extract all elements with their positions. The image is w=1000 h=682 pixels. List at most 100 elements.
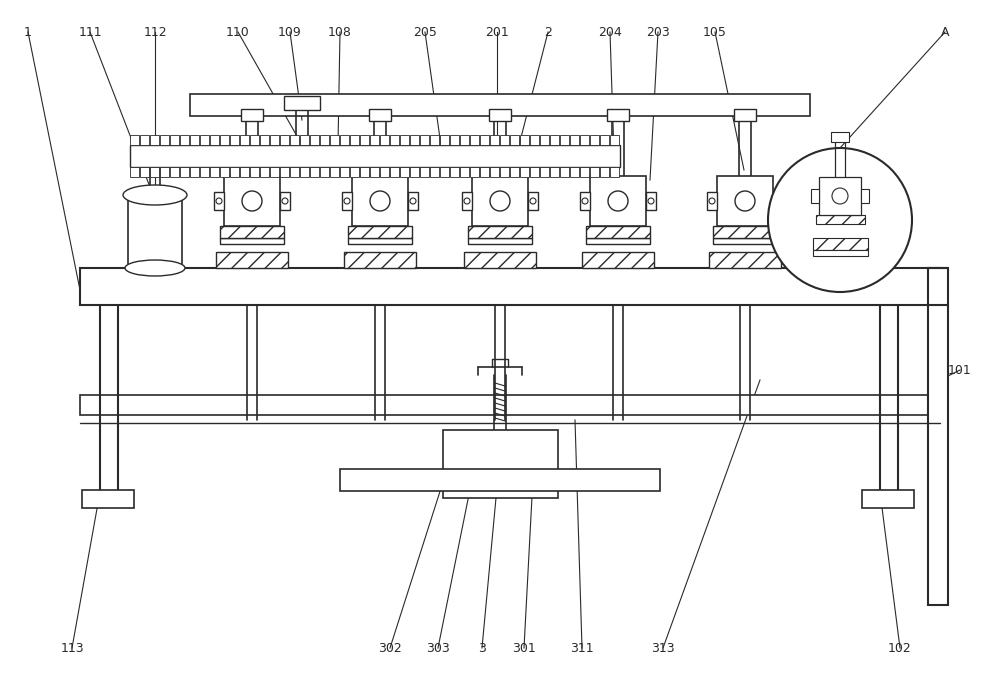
Bar — [400, 135, 409, 145]
Bar — [570, 135, 579, 145]
Bar — [180, 135, 189, 145]
Text: 205: 205 — [413, 25, 437, 38]
Circle shape — [530, 198, 536, 204]
Circle shape — [832, 188, 848, 204]
Bar — [586, 226, 650, 238]
Bar — [350, 135, 359, 145]
Bar — [290, 167, 299, 177]
Bar — [350, 167, 359, 177]
Text: 303: 303 — [426, 642, 450, 655]
Text: 110: 110 — [226, 25, 250, 38]
Bar — [190, 94, 810, 116]
Bar — [813, 250, 868, 256]
Bar — [342, 192, 352, 210]
Bar — [340, 469, 660, 491]
Bar — [214, 192, 224, 210]
Bar — [480, 167, 489, 177]
Bar — [430, 135, 439, 145]
Circle shape — [344, 198, 350, 204]
Text: 112: 112 — [143, 25, 167, 38]
Text: 201: 201 — [485, 25, 509, 38]
Bar — [190, 135, 199, 145]
Bar — [390, 135, 399, 145]
Bar — [489, 109, 511, 121]
Bar — [472, 176, 528, 226]
Bar — [369, 109, 391, 121]
Circle shape — [242, 191, 262, 211]
Bar — [811, 189, 819, 203]
Bar — [130, 135, 139, 145]
Bar — [530, 135, 539, 145]
Bar — [284, 96, 320, 110]
Bar — [460, 167, 469, 177]
Text: 313: 313 — [651, 642, 675, 655]
Bar — [831, 132, 849, 142]
Ellipse shape — [123, 185, 187, 205]
Bar — [220, 238, 284, 244]
Bar — [270, 135, 279, 145]
Bar — [280, 167, 289, 177]
Bar — [462, 192, 472, 210]
Bar — [300, 135, 309, 145]
Bar — [390, 167, 399, 177]
Bar — [713, 238, 777, 244]
Bar — [280, 135, 289, 145]
Bar — [140, 167, 149, 177]
Bar — [220, 226, 284, 238]
Bar — [224, 176, 280, 226]
Bar — [707, 192, 717, 210]
Bar — [360, 135, 369, 145]
Bar — [520, 167, 529, 177]
Bar — [468, 238, 532, 244]
Bar — [130, 167, 139, 177]
Bar — [200, 135, 209, 145]
Bar — [180, 167, 189, 177]
Bar — [773, 192, 783, 210]
Bar — [468, 226, 532, 238]
Bar — [646, 192, 656, 210]
Bar — [408, 192, 418, 210]
Bar — [816, 215, 865, 224]
Bar — [607, 109, 629, 121]
Circle shape — [735, 191, 755, 211]
Bar — [128, 195, 182, 268]
Bar — [280, 192, 290, 210]
Text: 109: 109 — [278, 25, 302, 38]
Text: A: A — [941, 25, 949, 38]
Bar — [240, 135, 249, 145]
Bar — [150, 135, 159, 145]
Bar — [528, 192, 538, 210]
Text: 311: 311 — [570, 642, 594, 655]
Bar — [300, 167, 309, 177]
Bar — [600, 167, 609, 177]
Circle shape — [608, 191, 628, 211]
Bar — [320, 135, 329, 145]
Bar — [580, 192, 590, 210]
Bar — [734, 109, 756, 121]
Bar — [260, 167, 269, 177]
Circle shape — [768, 148, 912, 292]
Bar — [140, 135, 149, 145]
Bar — [490, 167, 499, 177]
Text: 111: 111 — [78, 25, 102, 38]
Bar — [450, 135, 459, 145]
Bar — [570, 167, 579, 177]
Bar — [370, 167, 379, 177]
Bar — [550, 135, 559, 145]
Circle shape — [490, 191, 510, 211]
Circle shape — [648, 198, 654, 204]
Bar — [310, 135, 319, 145]
Ellipse shape — [125, 260, 185, 276]
Text: 203: 203 — [646, 25, 670, 38]
Bar — [709, 252, 781, 268]
Text: 113: 113 — [60, 642, 84, 655]
Bar — [440, 135, 449, 145]
Circle shape — [775, 198, 781, 204]
Bar — [580, 167, 589, 177]
Bar — [210, 135, 219, 145]
Bar — [241, 109, 263, 121]
Bar — [340, 135, 349, 145]
Bar — [430, 167, 439, 177]
Bar — [813, 238, 868, 250]
Bar — [610, 135, 619, 145]
